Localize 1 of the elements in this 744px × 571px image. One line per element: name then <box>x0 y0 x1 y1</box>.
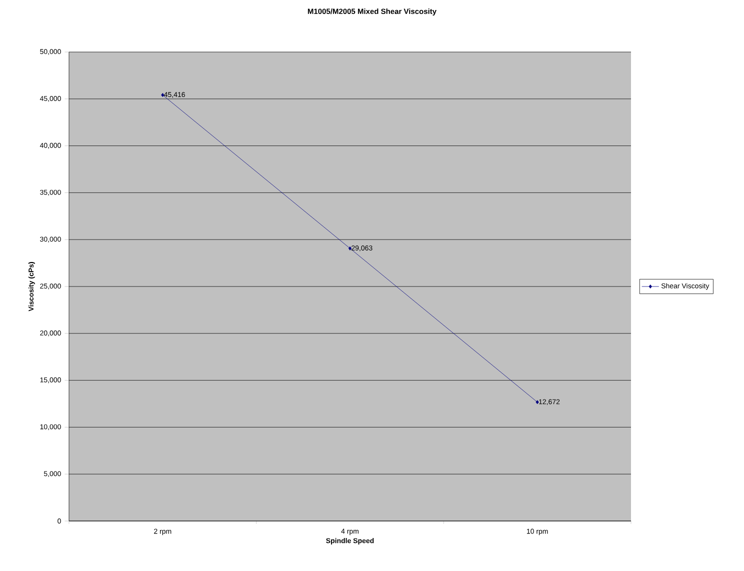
point <box>536 400 539 404</box>
